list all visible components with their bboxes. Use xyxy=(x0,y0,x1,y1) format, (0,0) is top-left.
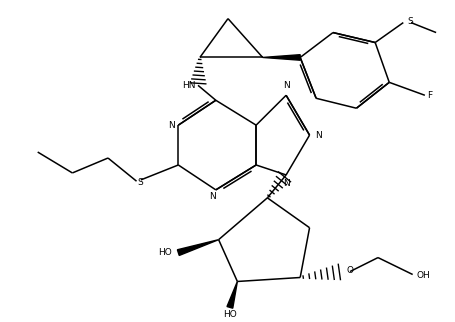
Text: N: N xyxy=(168,121,175,130)
Text: N: N xyxy=(208,192,215,201)
Text: N: N xyxy=(314,131,321,140)
Polygon shape xyxy=(227,281,237,308)
Text: S: S xyxy=(407,17,412,26)
Text: HO: HO xyxy=(158,248,172,257)
Text: HO: HO xyxy=(222,309,236,318)
Text: HN: HN xyxy=(182,81,196,90)
Text: S: S xyxy=(137,178,142,187)
Text: O: O xyxy=(346,266,353,275)
Text: OH: OH xyxy=(415,271,429,280)
Text: F: F xyxy=(426,91,431,100)
Text: N: N xyxy=(282,179,289,188)
Polygon shape xyxy=(262,55,299,60)
Text: N: N xyxy=(282,81,289,90)
Polygon shape xyxy=(177,240,218,255)
